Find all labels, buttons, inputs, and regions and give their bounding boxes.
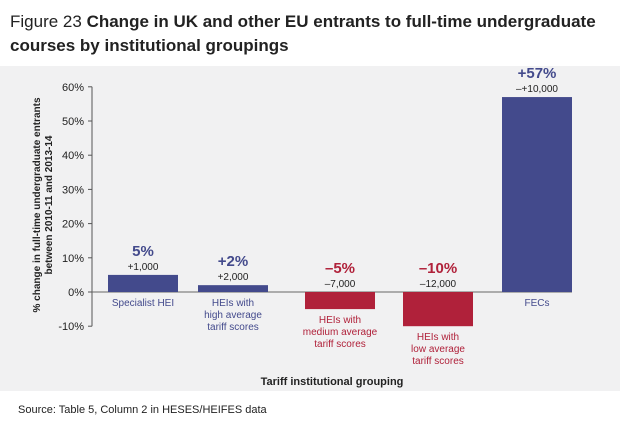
y-tick-label: 50% xyxy=(62,116,84,128)
bar xyxy=(403,292,473,327)
y-axis-title-line: % change in full-time undergraduate entr… xyxy=(32,97,43,312)
bar xyxy=(108,274,178,292)
category-label: HEIs with xyxy=(212,298,254,309)
bar-count-label: –12,000 xyxy=(420,279,457,290)
figure-title: Figure 23 Change in UK and other EU entr… xyxy=(10,10,610,58)
category-label: HEIs with xyxy=(319,315,361,326)
category-label: medium average xyxy=(303,327,378,338)
y-tick-label: 10% xyxy=(62,253,84,265)
bar-percent-label: –5% xyxy=(325,260,355,277)
bar-count-label: +2,000 xyxy=(218,272,249,283)
bar-count-label: +1,000 xyxy=(128,262,159,273)
category-label: tariff scores xyxy=(314,339,366,350)
category-label: low average xyxy=(411,344,465,355)
y-tick-label: 0% xyxy=(68,287,84,299)
figure-prefix: Figure 23 xyxy=(10,12,82,31)
y-tick-label: 60% xyxy=(62,82,84,94)
y-tick-label: 40% xyxy=(62,150,84,162)
bar-percent-label: –10% xyxy=(419,260,457,277)
figure-heading: Change in UK and other EU entrants to fu… xyxy=(10,12,596,55)
bar xyxy=(198,285,268,292)
y-axis-title: % change in full-time undergraduate entr… xyxy=(32,97,55,312)
bar xyxy=(502,97,572,292)
y-tick-label: 20% xyxy=(62,219,84,231)
category-label: FECs xyxy=(525,298,550,309)
x-axis-title: Tariff institutional grouping xyxy=(261,376,404,388)
category-label: Specialist HEI xyxy=(112,298,174,309)
y-axis-title-line: between 2010-11 and 2013-14 xyxy=(44,135,55,274)
bar-percent-label: +2% xyxy=(218,253,248,270)
bar-count-label: –7,000 xyxy=(325,279,356,290)
bar-count-label: –+10,000 xyxy=(516,84,558,95)
category-label: high average xyxy=(204,310,262,321)
y-tick-label: 30% xyxy=(62,184,84,196)
y-tick-label: -10% xyxy=(58,321,84,333)
source-note: Source: Table 5, Column 2 in HESES/HEIFE… xyxy=(18,404,267,416)
bar xyxy=(305,292,375,310)
category-label: tariff scores xyxy=(412,356,464,367)
category-label: HEIs with xyxy=(417,332,459,343)
category-label: tariff scores xyxy=(207,322,259,333)
bar-percent-label: +57% xyxy=(518,65,557,82)
bar-percent-label: 5% xyxy=(132,243,154,260)
